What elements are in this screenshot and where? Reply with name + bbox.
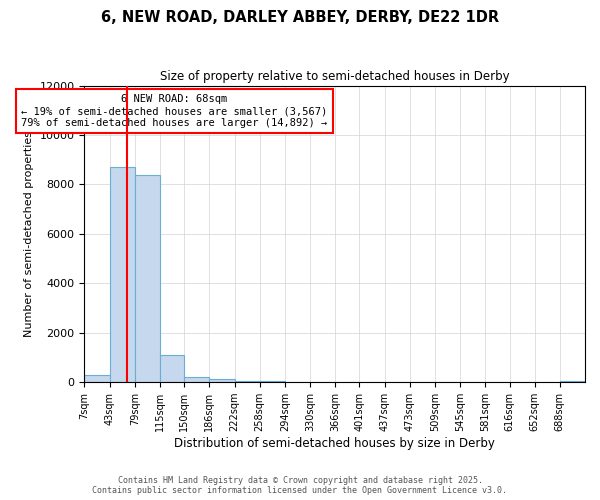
Bar [184,378,209,382]
Bar [110,167,134,382]
Bar [160,355,184,382]
Text: Contains HM Land Registry data © Crown copyright and database right 2025.
Contai: Contains HM Land Registry data © Crown c… [92,476,508,495]
Title: Size of property relative to semi-detached houses in Derby: Size of property relative to semi-detach… [160,70,509,83]
Bar [235,381,260,382]
Text: 6 NEW ROAD: 68sqm
← 19% of semi-detached houses are smaller (3,567)
79% of semi-: 6 NEW ROAD: 68sqm ← 19% of semi-detached… [22,94,328,128]
Y-axis label: Number of semi-detached properties: Number of semi-detached properties [24,131,34,337]
X-axis label: Distribution of semi-detached houses by size in Derby: Distribution of semi-detached houses by … [174,437,495,450]
Bar [85,375,110,382]
Bar [134,174,160,382]
Bar [560,381,585,382]
Bar [209,380,235,382]
Text: 6, NEW ROAD, DARLEY ABBEY, DERBY, DE22 1DR: 6, NEW ROAD, DARLEY ABBEY, DERBY, DE22 1… [101,10,499,25]
